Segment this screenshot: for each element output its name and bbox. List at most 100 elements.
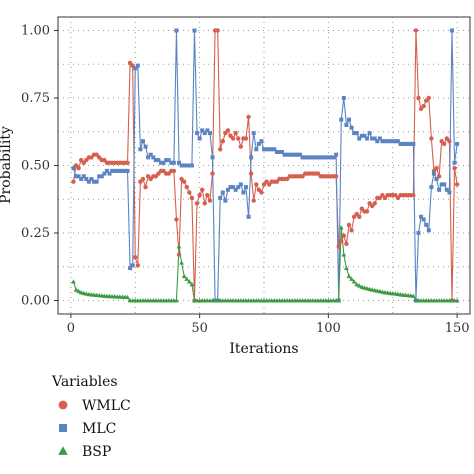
wmlc-point [220, 139, 225, 144]
mlc-point [326, 155, 331, 160]
bsp-point [454, 298, 460, 303]
mlc-point [205, 128, 210, 133]
bsp-point [338, 225, 344, 230]
mlc-point [316, 155, 321, 160]
mlc-point [305, 155, 310, 160]
mlc-point [269, 147, 274, 152]
wmlc-point [233, 130, 238, 136]
mlc-point [189, 163, 194, 168]
mlc-point [403, 141, 408, 146]
mlc-point [187, 163, 192, 168]
wmlc-point [200, 187, 205, 192]
legend-items: WMLC MLC BSP [58, 398, 131, 460]
wmlc-point [434, 166, 439, 171]
mlc-point [298, 152, 303, 157]
mlc-point [303, 155, 308, 160]
mlc-point [153, 158, 158, 163]
mlc-point [393, 139, 398, 144]
mlc-point [182, 163, 187, 168]
mlc-point [344, 123, 349, 127]
mlc-point [359, 133, 364, 138]
mlc-point [174, 28, 179, 33]
mlc-point [362, 133, 367, 138]
wmlc-point [349, 228, 354, 233]
mlc-point [421, 217, 426, 222]
x-tick-label: 0 [67, 321, 75, 336]
wmlc-point [254, 182, 259, 187]
mlc-point [310, 155, 315, 160]
wmlc-point [364, 209, 370, 214]
mlc-point [339, 117, 344, 122]
mlc-point [74, 174, 79, 179]
wmlc-point [210, 171, 215, 176]
bsp-point [73, 287, 79, 292]
mlc-point [349, 125, 354, 130]
wmlc-point [333, 174, 339, 179]
mlc-point [274, 150, 279, 154]
bsp-point [176, 244, 182, 249]
mlc-point [241, 190, 246, 195]
wmlc-point [133, 255, 138, 260]
mlc-point [81, 174, 86, 179]
mlc-point [341, 96, 346, 100]
mlc-point [419, 214, 424, 219]
mlc-point [282, 152, 287, 157]
wmlc-point [416, 95, 421, 101]
bsp-point [344, 265, 349, 271]
mlc-point [267, 147, 272, 152]
bsp-point [71, 279, 76, 284]
wmlc-point [184, 184, 189, 190]
mlc-point [225, 187, 230, 192]
mlc-point [231, 185, 236, 190]
mlc-point [233, 187, 238, 192]
mlc-point [164, 158, 169, 163]
mlc-point [431, 171, 436, 176]
mlc-point [280, 150, 285, 154]
mlc-point [277, 150, 282, 154]
legend-wmlc-label: WMLC [82, 398, 131, 414]
mlc-point [292, 152, 297, 157]
wmlc-point [71, 179, 76, 184]
mlc-line [72, 29, 458, 302]
mlc-point [159, 160, 163, 165]
mlc-point [143, 144, 148, 149]
y-axis-ticks: 0.00 0.25 0.50 0.75 1.00 [21, 24, 58, 309]
bsp-point [346, 273, 352, 279]
bsp-point [351, 279, 357, 284]
legend-bsp-label: BSP [82, 444, 111, 460]
wmlc-point [336, 244, 341, 249]
mlc-point [262, 147, 266, 152]
mlc-point [313, 155, 318, 160]
mlc-point [249, 155, 254, 160]
bsp-point [356, 283, 362, 288]
mlc-point [220, 190, 225, 195]
mlc-point [166, 158, 171, 163]
wmlc-point [174, 217, 179, 222]
wmlc-point [236, 136, 241, 141]
mlc-point [300, 155, 305, 160]
mlc-point [429, 185, 434, 190]
mlc-point [434, 177, 439, 181]
mlc-point [352, 131, 357, 136]
mlc-point [107, 171, 112, 176]
mlc-point [375, 139, 380, 144]
wmlc-point [202, 201, 207, 206]
wmlc-point [171, 168, 177, 174]
bsp-point [349, 276, 354, 281]
mlc-point [372, 136, 377, 141]
mlc-point [148, 152, 153, 157]
wmlc-point [197, 193, 202, 198]
wmlc-point [248, 171, 254, 176]
legend-title: Variables [51, 374, 118, 390]
mlc-point [424, 222, 429, 227]
mlc-point [192, 28, 197, 33]
wmlc-point [218, 147, 223, 152]
mlc-point [398, 141, 403, 146]
mlc-point [328, 155, 333, 160]
bsp-point [364, 285, 370, 291]
mlc-point [449, 28, 454, 33]
mlc-point [308, 155, 313, 160]
wmlc-point [339, 238, 344, 244]
bsp-point [181, 273, 187, 279]
